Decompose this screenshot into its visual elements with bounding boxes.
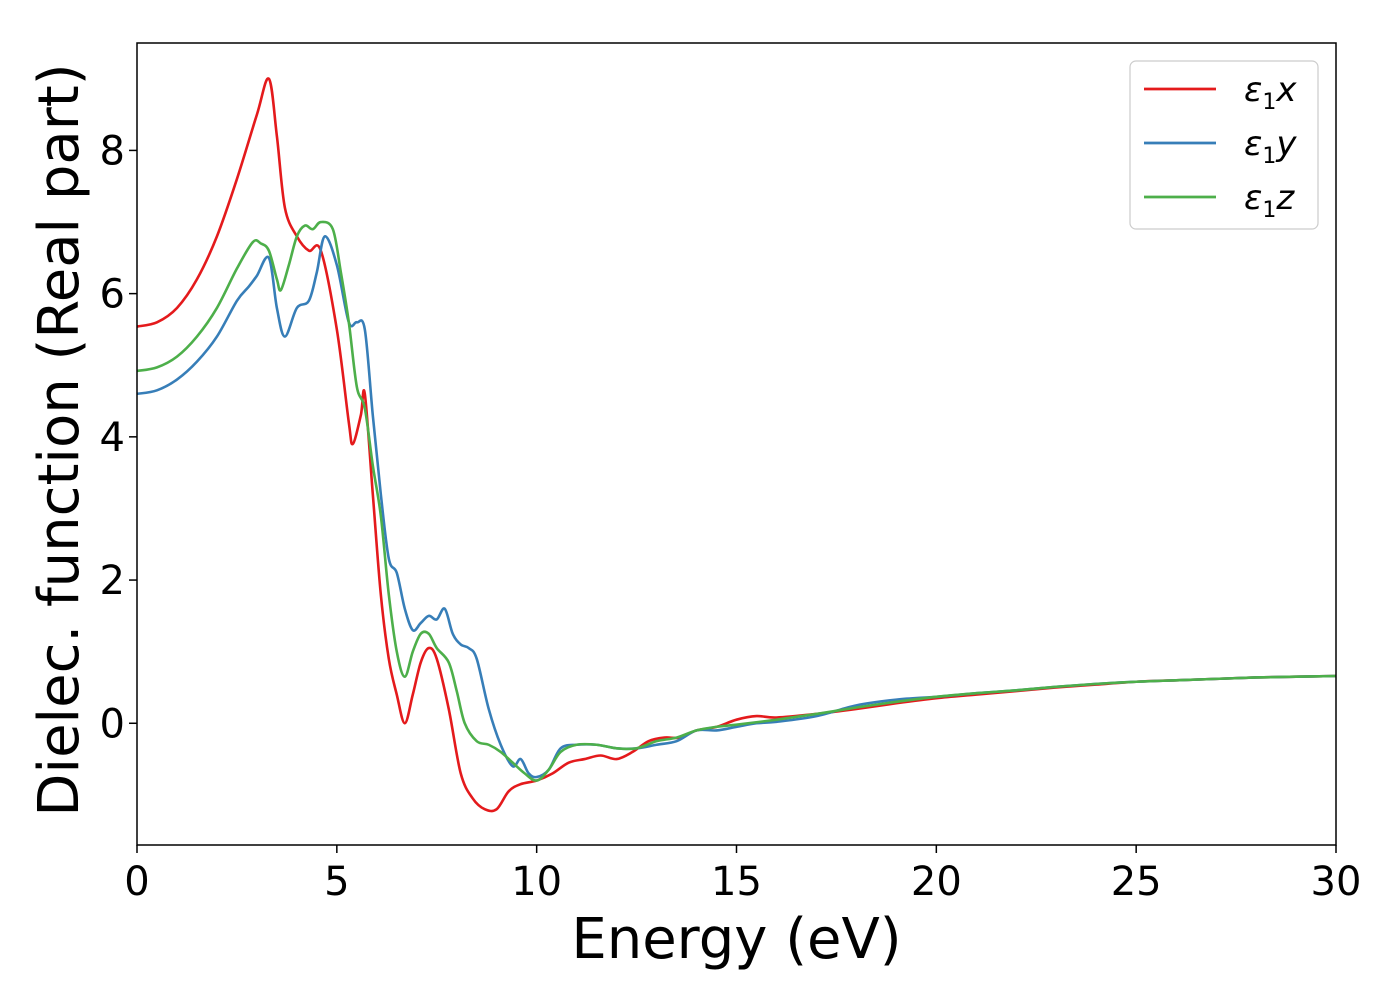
x-axis-ticks: 0 5 10 15 20 25 30: [124, 845, 1361, 905]
y-tick-label: 6: [100, 272, 125, 318]
x-tick-label: 10: [511, 859, 562, 905]
series-layer: [137, 77, 1336, 813]
y-tick-label: 2: [100, 558, 125, 604]
x-tick-label: 15: [711, 859, 762, 905]
series-line-x: [137, 77, 1336, 813]
y-axis-ticks: 0 2 4 6 8: [100, 128, 137, 747]
x-tick-label: 5: [324, 859, 349, 905]
legend-box: [1129, 60, 1319, 230]
x-axis-label: Energy (eV): [571, 907, 901, 972]
y-tick-label: 0: [100, 701, 125, 747]
y-axis-label: Dielec. function (Real part): [27, 63, 92, 816]
series-line-y: [137, 235, 1336, 779]
x-tick-label: 25: [1111, 859, 1162, 905]
legend-label-z: ε1z: [1244, 178, 1295, 223]
y-tick-label: 4: [100, 415, 125, 461]
x-tick-label: 20: [911, 859, 962, 905]
x-tick-label: 0: [124, 859, 149, 905]
series-line-z: [137, 220, 1336, 782]
legend-label-x: ε1x: [1244, 70, 1297, 115]
legend: ε1x ε1y ε1z: [1129, 60, 1319, 230]
y-tick-label: 8: [100, 128, 125, 174]
legend-label-y: ε1y: [1244, 124, 1297, 169]
x-tick-label: 30: [1311, 859, 1362, 905]
